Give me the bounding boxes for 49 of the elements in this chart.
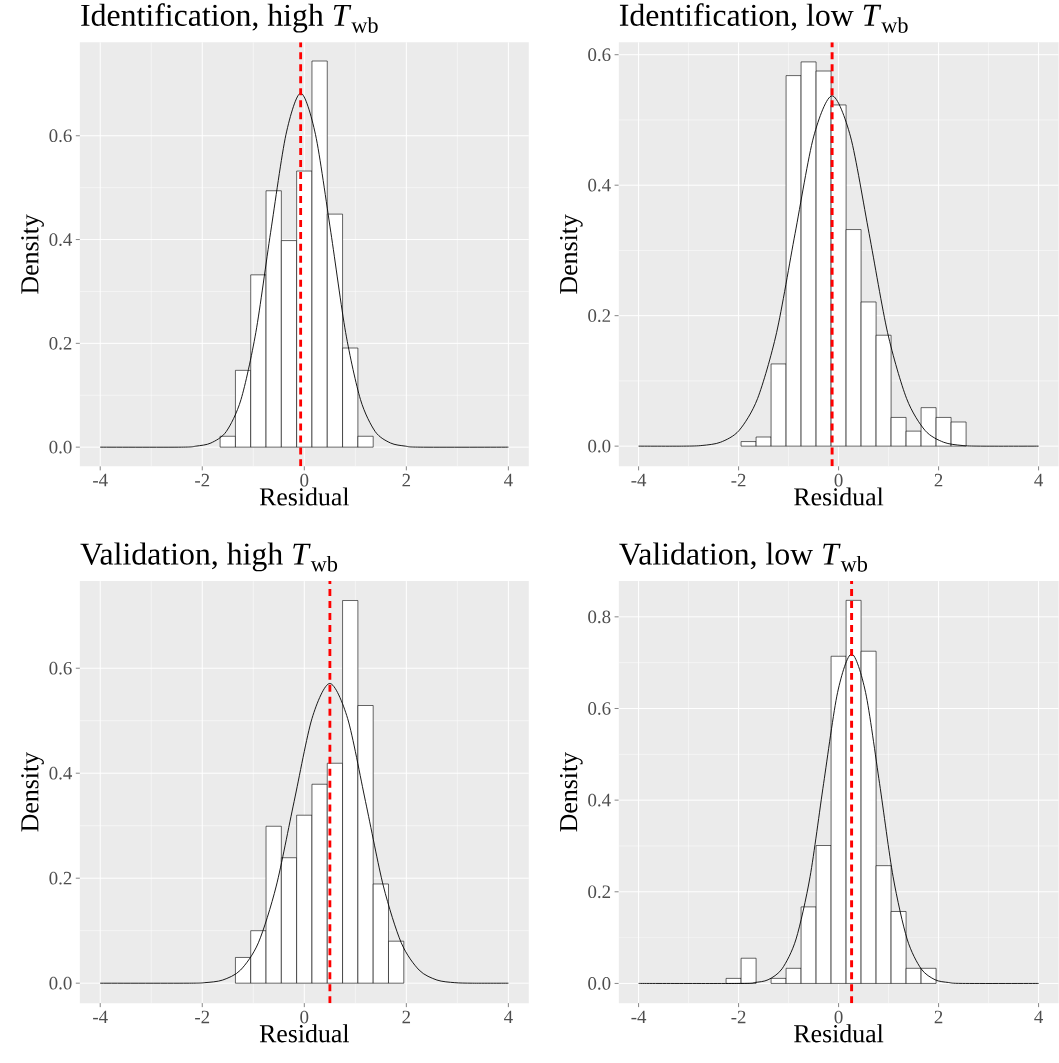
x-tick-label: -2 [195, 473, 210, 487]
x-tick-label: -4 [93, 1010, 108, 1024]
x-axis-title: Residual [259, 487, 349, 506]
y-tick-label: 0.4 [49, 766, 72, 780]
y-tick-label: 0.8 [588, 610, 611, 624]
y-axis-title: Density [559, 214, 583, 294]
y-tick-label: 0.4 [588, 178, 611, 192]
x-tick-label: -4 [631, 1010, 647, 1024]
chart-title: Identification, low T$_{wb}$ [619, 3, 908, 33]
y-axis-title: Density [559, 752, 583, 832]
y-tick-label: 0.6 [588, 702, 611, 715]
y-tick-label: 0.0 [49, 440, 72, 454]
y-tick-label: 0.6 [49, 129, 72, 143]
chart-title: Identification, high T$_{wb}$ [81, 3, 378, 33]
x-tick-label: 0 [834, 473, 843, 487]
y-tick-label: 0.2 [49, 336, 72, 350]
y-tick-label: 0.0 [588, 977, 611, 990]
x-tick-label: 4 [1034, 473, 1043, 487]
chart-title: Validation, high T$_{wb}$ [80, 542, 338, 572]
y-tick-label: 0.2 [588, 885, 611, 899]
y-tick-label: 0.4 [49, 233, 72, 246]
y-tick-label: 0.0 [588, 439, 611, 453]
x-tick-label: -4 [631, 473, 647, 487]
y-tick-label: 0.2 [588, 309, 611, 323]
x-tick-label: -2 [731, 1010, 746, 1024]
x-tick-label: 2 [934, 1010, 943, 1024]
x-tick-label: 0 [300, 1010, 309, 1024]
x-axis-title: Residual [794, 487, 884, 506]
y-tick-label: 0.6 [49, 661, 72, 675]
x-tick-label: -4 [93, 473, 108, 487]
x-tick-label: -2 [731, 473, 746, 487]
y-axis-title: Density [21, 752, 44, 832]
x-tick-label: 4 [504, 1010, 513, 1024]
x-tick-label: 4 [504, 473, 513, 487]
y-tick-label: 0.4 [588, 793, 611, 807]
x-tick-label: 0 [300, 473, 309, 487]
x-tick-label: 0 [834, 1010, 843, 1024]
y-axis-title: Density [21, 214, 44, 294]
x-tick-label: -2 [195, 1010, 210, 1024]
chart-title: Validation, low T$_{wb}$ [619, 542, 867, 572]
x-axis-title: Residual [794, 1024, 884, 1043]
x-tick-label: 2 [402, 1010, 410, 1024]
y-tick-label: 0.0 [49, 976, 72, 990]
x-tick-label: 2 [402, 473, 410, 487]
x-tick-label: 2 [934, 473, 943, 487]
y-tick-label: 0.6 [588, 48, 611, 62]
x-tick-label: 4 [1034, 1010, 1043, 1024]
y-tick-label: 0.2 [49, 871, 72, 885]
x-axis-title: Residual [259, 1024, 349, 1043]
